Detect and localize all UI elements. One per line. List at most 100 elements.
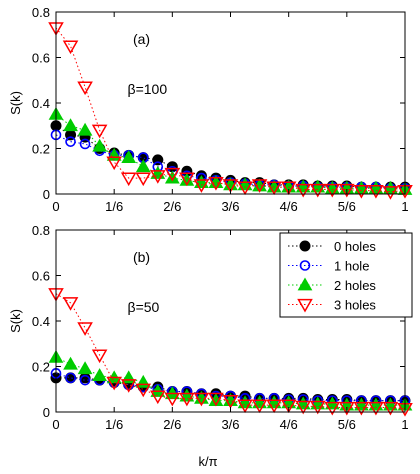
data-point-3-holes	[62, 40, 79, 55]
y-tick-label: 0.4	[32, 314, 50, 329]
data-point-3-holes	[208, 177, 224, 191]
data-point-3-holes	[135, 383, 152, 398]
data-point-3-holes	[164, 167, 181, 182]
x-tick-label: 5/6	[338, 417, 356, 432]
data-point-3-holes	[324, 401, 341, 416]
y-axis-label: S(k)	[8, 91, 23, 115]
data-point-3-holes	[150, 170, 166, 184]
data-point-3-holes	[266, 181, 282, 196]
legend: 0 holes 1 hole 2 holes 3 holes	[279, 232, 413, 318]
data-point-1-hole	[79, 138, 91, 150]
data-point-3-holes	[62, 297, 79, 311]
x-tick-label: 1/6	[105, 199, 123, 214]
data-point-2-holes	[121, 150, 137, 163]
data-point-3-holes	[353, 184, 370, 199]
data-point-2-holes	[92, 138, 107, 152]
x-tick-label: 4/6	[280, 417, 298, 432]
data-point-2-holes	[63, 356, 78, 370]
data-point-3-holes	[179, 392, 195, 407]
data-point-3-holes	[280, 399, 297, 414]
y-tick-label: 0.4	[32, 96, 50, 111]
data-point-3-holes	[309, 183, 326, 198]
data-point-3-holes	[164, 392, 181, 407]
x-tick-label: 5/6	[338, 199, 356, 214]
x-tick-label: 4/6	[280, 199, 298, 214]
legend-marker-2-holes	[297, 277, 313, 291]
x-tick-label: 3/6	[221, 199, 239, 214]
data-point-3-holes	[382, 186, 399, 200]
y-axis-label: S(k)	[8, 309, 23, 333]
x-tick-label: 1/6	[105, 417, 123, 432]
legend-marker-0-holes	[299, 240, 311, 252]
y-tick-label: 0.6	[32, 269, 50, 284]
data-point-3-holes	[339, 401, 355, 416]
data-point-3-holes	[251, 399, 268, 414]
x-tick-label: 0	[52, 417, 59, 432]
data-point-3-holes	[295, 400, 311, 415]
beta-annotation: β=50	[128, 299, 160, 315]
data-point-3-holes	[368, 401, 384, 416]
data-point-3-holes	[91, 124, 108, 139]
data-point-3-holes	[222, 179, 239, 193]
y-tick-label: 0.2	[32, 360, 50, 375]
y-tick-label: 0.6	[32, 51, 50, 66]
legend-marker-3-holes	[297, 298, 313, 313]
data-point-3-holes	[295, 183, 311, 198]
data-point-3-holes	[324, 183, 341, 198]
data-point-3-holes	[353, 401, 370, 416]
x-tick-label: 3/6	[221, 417, 239, 432]
data-point-3-holes	[309, 400, 326, 415]
panel-b: 0 1/6 2/6 3/6 4/6 5/6 1 0 0.2 0.4 0.6 0.8 S(k) (b) β=5…	[8, 223, 413, 432]
beta-annotation: β=100	[128, 81, 168, 97]
x-tick-label: 1	[401, 417, 408, 432]
legend-label-3-holes: 3 holes	[334, 298, 376, 313]
data-point-3-holes	[193, 392, 210, 407]
data-point-2-holes	[135, 159, 151, 173]
y-tick-label: 0.2	[32, 142, 50, 157]
data-point-2-holes	[164, 170, 180, 184]
data-point-3-holes	[237, 399, 253, 414]
panel-a: 0 1/6 2/6 3/6 4/6 5/6 1 0 0.2 0.4 0.6 0.8 S(k) (a) β=1…	[8, 5, 413, 214]
data-point-3-holes	[222, 395, 239, 409]
data-point-3-holes	[339, 183, 355, 198]
y-tick-label: 0	[43, 187, 50, 202]
data-point-1-hole	[65, 372, 76, 384]
series-line-3-holes	[55, 27, 406, 193]
panel-label: (b)	[133, 249, 150, 265]
data-point-3-holes	[106, 376, 122, 391]
data-point-3-holes	[77, 322, 93, 336]
data-point-3-holes	[150, 390, 166, 405]
data-point-2-holes	[121, 370, 137, 384]
data-point-3-holes	[179, 172, 195, 187]
plot-frame	[55, 11, 406, 195]
data-point-2-holes	[135, 374, 151, 388]
x-tick-label: 2/6	[163, 199, 181, 214]
data-point-3-holes	[237, 181, 253, 196]
data-point-2-holes	[63, 118, 78, 132]
legend-label-2-holes: 2 holes	[334, 278, 376, 293]
y-tick-label: 0.8	[32, 5, 50, 20]
x-tick-label: 2/6	[163, 417, 181, 432]
legend-label-1-hole: 1 hole	[334, 259, 369, 274]
data-point-3-holes	[135, 172, 152, 187]
data-point-2-holes	[92, 368, 107, 381]
data-point-3-holes	[120, 379, 137, 393]
y-tick-label: 0.8	[32, 223, 50, 238]
legend-marker-1-hole	[299, 260, 311, 271]
data-point-2-holes	[77, 122, 93, 136]
x-tick-label: 1	[401, 199, 408, 214]
data-point-3-holes	[208, 392, 224, 407]
data-point-3-holes	[266, 399, 282, 414]
data-point-3-holes	[77, 81, 93, 96]
data-point-3-holes	[120, 172, 137, 187]
x-tick-label: 0	[52, 199, 59, 214]
data-point-3-holes	[368, 184, 384, 199]
data-point-1-hole	[79, 374, 91, 386]
data-point-3-holes	[280, 181, 297, 196]
data-point-1-hole	[65, 136, 76, 147]
data-point-2-holes	[77, 361, 93, 375]
data-point-3-holes	[382, 401, 399, 416]
data-point-3-holes	[193, 179, 210, 193]
legend-label-0-holes: 0 holes	[334, 239, 376, 254]
